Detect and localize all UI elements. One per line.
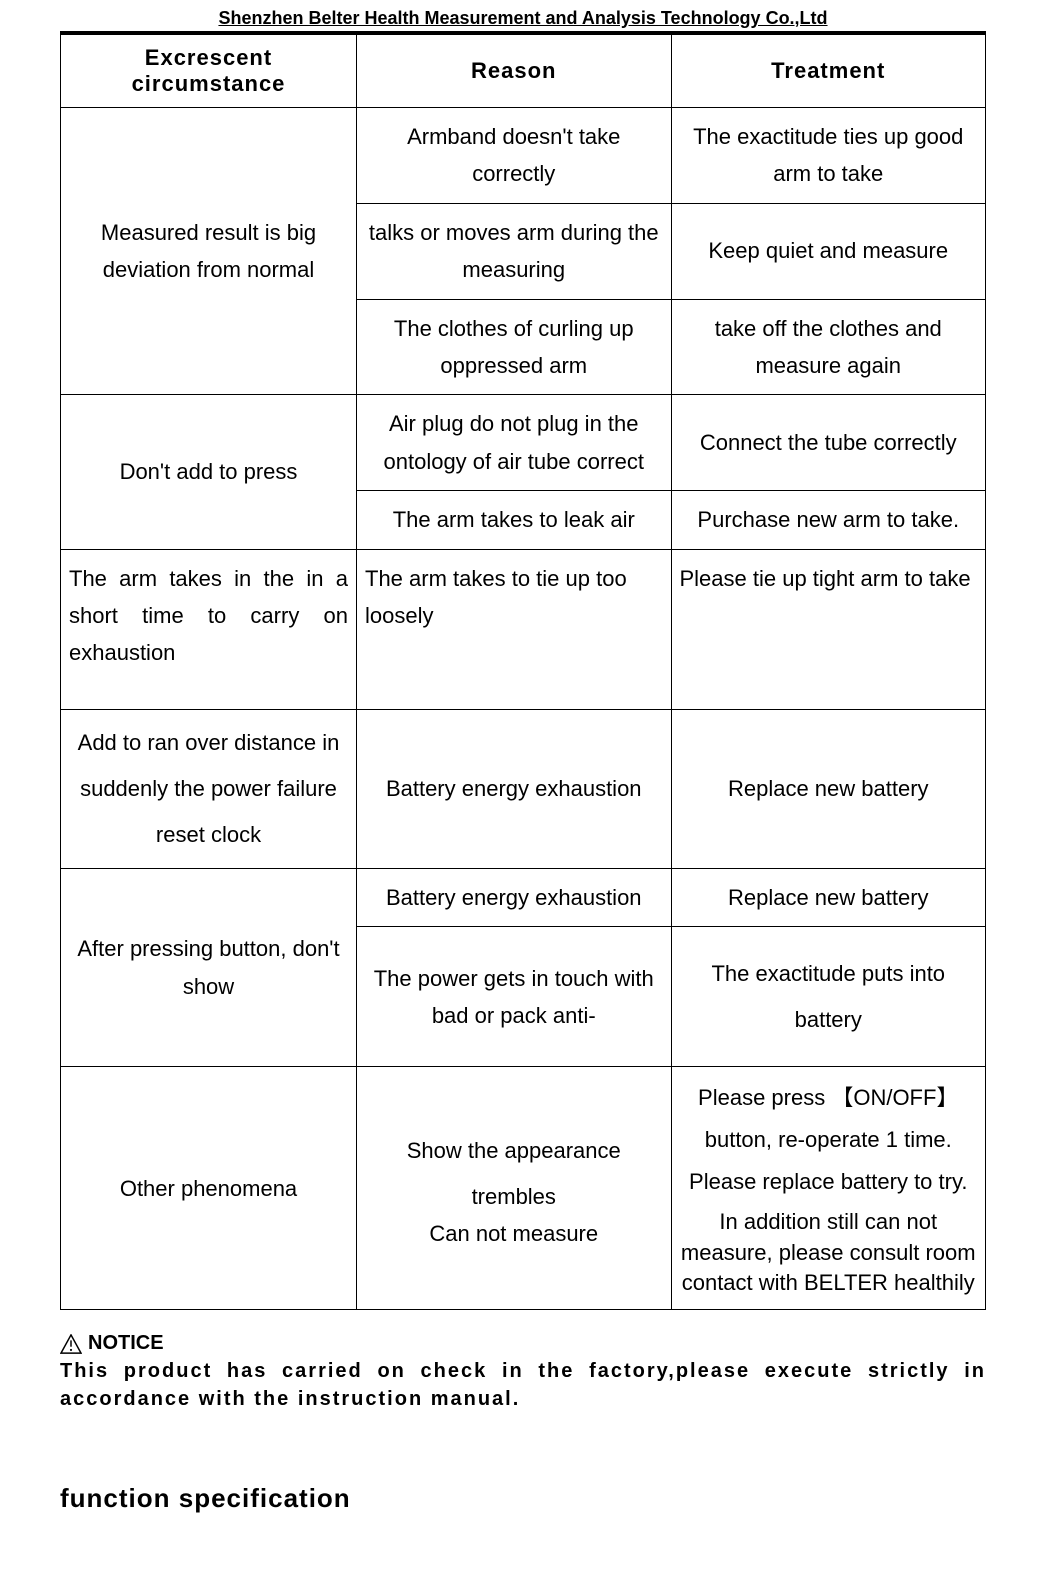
cell-circumstance: The arm takes in the in a short time to … (61, 549, 357, 709)
section-title: function specification (60, 1483, 986, 1514)
col-header-reason: Reason (357, 35, 672, 108)
table-row: After pressing button, don't show Batter… (61, 869, 986, 927)
cell-circumstance: After pressing button, don't show (61, 869, 357, 1067)
cell-reason: Battery energy exhaustion (357, 709, 672, 869)
reason-line: Show the appearance trembles (365, 1128, 663, 1220)
cell-reason: The power gets in touch with bad or pack… (357, 927, 672, 1067)
warning-icon (60, 1334, 82, 1354)
cell-treatment: take off the clothes and measure again (671, 299, 986, 395)
cell-treatment: Connect the tube correctly (671, 395, 986, 491)
notice-label: NOTICE (88, 1332, 164, 1355)
treatment-line: Please press 【ON/OFF】button, re-operate … (680, 1077, 978, 1202)
notice-block: NOTICE This product has carried on check… (60, 1332, 986, 1413)
cell-circumstance: Other phenomena (61, 1067, 357, 1310)
cell-reason: Air plug do not plug in the ontology of … (357, 395, 672, 491)
col-header-treatment: Treatment (671, 35, 986, 108)
cell-circumstance: Add to ran over distance in suddenly the… (61, 709, 357, 869)
troubleshooting-table: Excrescent circumstance Reason Treatment… (60, 34, 986, 1310)
cell-treatment: Replace new battery (671, 869, 986, 927)
treatment-line: In addition still can not measure, pleas… (680, 1207, 978, 1299)
cell-treatment: Replace new battery (671, 709, 986, 869)
cell-treatment: Please press 【ON/OFF】button, re-operate … (671, 1067, 986, 1310)
cell-reason: Battery energy exhaustion (357, 869, 672, 927)
table-row: Other phenomena Show the appearance trem… (61, 1067, 986, 1310)
cell-reason: The clothes of curling up oppressed arm (357, 299, 672, 395)
cell-treatment: Keep quiet and measure (671, 203, 986, 299)
cell-reason: Armband doesn't take correctly (357, 108, 672, 204)
table-row: The arm takes in the in a short time to … (61, 549, 986, 709)
table-header-row: Excrescent circumstance Reason Treatment (61, 35, 986, 108)
cell-treatment: The exactitude puts into battery (671, 927, 986, 1067)
col-header-circumstance: Excrescent circumstance (61, 35, 357, 108)
table-row: Add to ran over distance in suddenly the… (61, 709, 986, 869)
table-row: Measured result is big deviation from no… (61, 108, 986, 204)
cell-circumstance: Measured result is big deviation from no… (61, 108, 357, 395)
cell-reason: The arm takes to leak air (357, 491, 672, 549)
table-row: Don't add to press Air plug do not plug … (61, 395, 986, 491)
cell-treatment: The exactitude ties up good arm to take (671, 108, 986, 204)
cell-reason: The arm takes to tie up too loosely (357, 549, 672, 709)
cell-reason: talks or moves arm during the measuring (357, 203, 672, 299)
reason-line: Can not measure (365, 1220, 663, 1249)
cell-treatment: Purchase new arm to take. (671, 491, 986, 549)
cell-reason: Show the appearance trembles Can not mea… (357, 1067, 672, 1310)
cell-treatment: Please tie up tight arm to take (671, 549, 986, 709)
cell-circumstance: Don't add to press (61, 395, 357, 549)
page-header: Shenzhen Belter Health Measurement and A… (60, 0, 986, 34)
notice-text: This product has carried on check in the… (60, 1357, 986, 1413)
